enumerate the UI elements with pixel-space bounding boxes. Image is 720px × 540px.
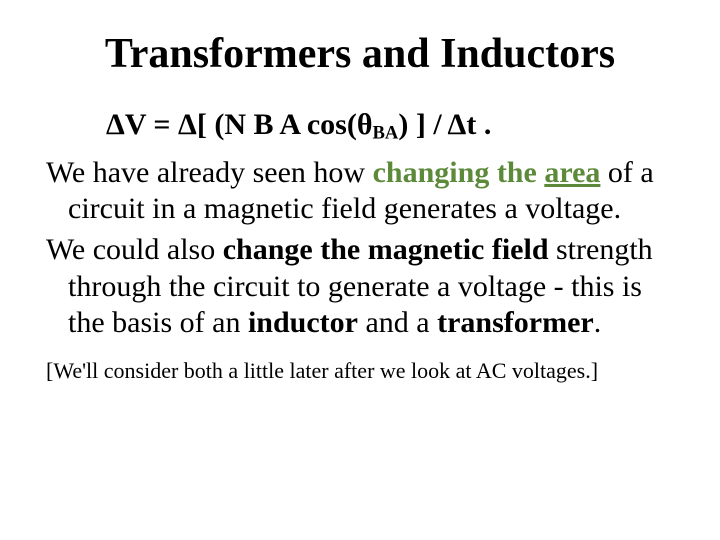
p2-transformer: transformer — [437, 306, 594, 339]
p1-pre: We have already seen how — [46, 156, 373, 189]
slide-title: Transformers and Inductors — [46, 30, 674, 78]
subscript-ba: BA — [373, 123, 399, 144]
eq-lhs: V = — [125, 108, 178, 141]
p2-pre: We could also — [46, 233, 223, 266]
delta-3: Δ — [448, 108, 467, 141]
paragraph-2: We could also change the magnetic field … — [46, 232, 674, 342]
equation-line: ΔV = Δ[ (N B A cos(θBA) ] / Δt . — [106, 106, 674, 145]
delta-2: Δ — [178, 108, 197, 141]
eq-mid2: ) ] / — [398, 108, 447, 141]
p2-mid2: and a — [358, 306, 437, 339]
p2-inductor: inductor — [248, 306, 358, 339]
slide: Transformers and Inductors ΔV = Δ[ (N B … — [0, 0, 720, 540]
footnote: [We'll consider both a little later afte… — [46, 358, 674, 384]
theta: θ — [357, 108, 373, 141]
eq-mid1: [ (N B A cos( — [197, 108, 357, 141]
p2-emph-change-field: change the magnetic field — [223, 233, 549, 266]
paragraph-1: We have already seen how changing the ar… — [46, 155, 674, 228]
delta-1: Δ — [106, 108, 125, 141]
p2-end: . — [594, 306, 602, 339]
eq-tail: t . — [466, 108, 491, 141]
p1-emph-changing-the: changing the — [373, 156, 545, 189]
p1-emph-area: area — [544, 156, 600, 189]
